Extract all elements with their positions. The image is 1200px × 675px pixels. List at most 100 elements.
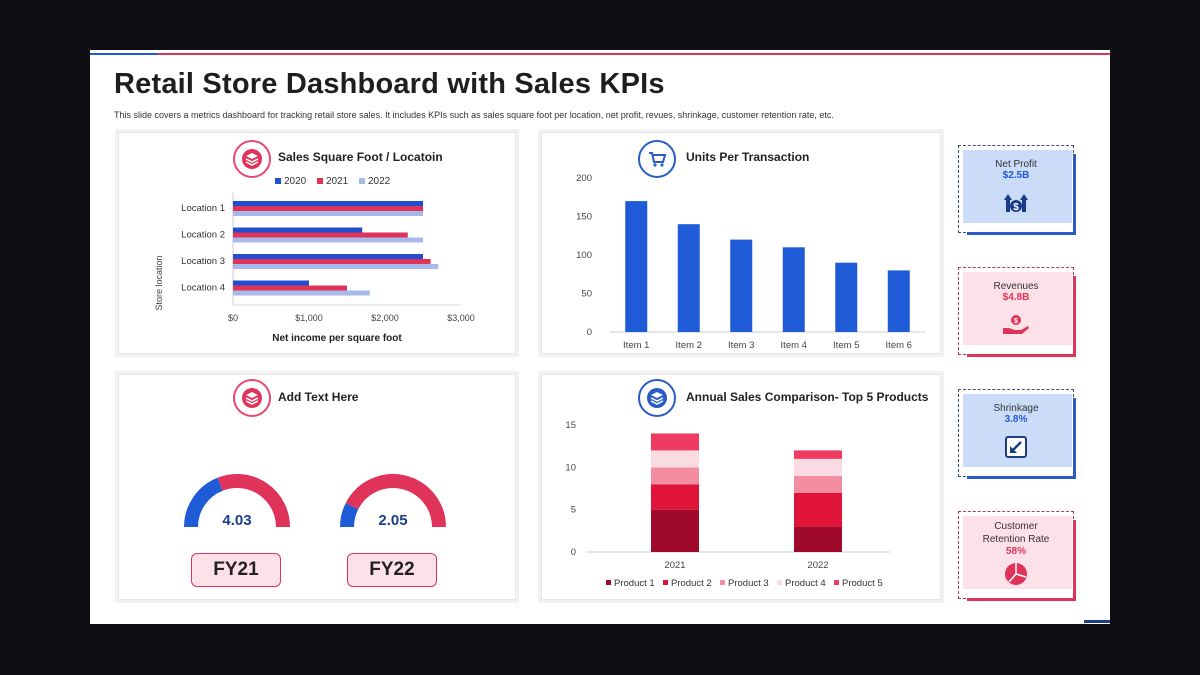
bar: [887, 270, 910, 332]
annual-panel: Annual Sales Comparison- Top 5 Products …: [541, 374, 941, 600]
kpi-label: Net Profit: [995, 159, 1037, 170]
bar: [233, 259, 431, 264]
units-panel: Units Per Transaction 0 50 100 150 200 Item 1…: [541, 132, 941, 354]
page-title: Retail Store Dashboard with Sales KPIs: [114, 68, 665, 100]
y-tick-label: 100: [576, 250, 592, 261]
gauge-value: 4.03: [222, 512, 251, 529]
legend-swatch: [663, 580, 668, 585]
stack-segment: [794, 458, 842, 476]
annual-title: Annual Sales Comparison- Top 5 Products: [686, 390, 929, 404]
kpi-shrinkage: Shrinkage 3.8%: [958, 389, 1076, 479]
stack-segment: [651, 484, 699, 510]
legend-label: 2022: [368, 176, 391, 187]
bar: [233, 290, 370, 296]
gauge-fy21: 4.03: [184, 474, 290, 529]
bar: [233, 280, 309, 286]
x-tick-label: 2022: [807, 560, 828, 571]
y-tick-label: 0: [571, 547, 576, 558]
legend-label: 2021: [326, 176, 349, 187]
cart-icon: [638, 140, 676, 178]
kpi-revenues: Revenues $4.8B $: [958, 267, 1076, 357]
units-title: Units Per Transaction: [686, 150, 810, 164]
layers-icon: [233, 140, 271, 178]
y-tick-label: 5: [571, 505, 576, 516]
bar: [730, 239, 753, 332]
legend-swatch: [317, 178, 323, 184]
legend-swatch: [834, 580, 839, 585]
kpi-value: 58%: [1005, 546, 1026, 557]
bar: [625, 201, 648, 332]
sales-sqft-title: Sales Square Foot / Locatoin: [278, 150, 443, 164]
x-tick-label: $0: [228, 313, 238, 323]
bar: [233, 254, 423, 259]
x-tick-label: $2,000: [371, 313, 399, 323]
units-chart: 0 50 100 150 200 Item 1 Item 2 Item 3 Item 4 Item…: [576, 173, 925, 351]
x-tick-label: Item 1: [623, 340, 649, 351]
bar: [782, 247, 805, 332]
kpi-label: Revenues: [993, 281, 1039, 292]
gauge-arc-blue: [340, 502, 359, 528]
dollar-growth-icon: $: [959, 190, 1073, 216]
gauge-arc-red: [217, 474, 290, 528]
x-tick-label: Item 5: [833, 340, 859, 351]
legend-swatch: [777, 580, 782, 585]
gauge-arc-red: [345, 474, 446, 528]
bar: [677, 224, 700, 332]
top-accent-blue: [90, 53, 158, 55]
category-label: Location 2: [181, 230, 225, 241]
kpi-label: Shrinkage: [993, 403, 1039, 414]
legend-swatch: [606, 580, 611, 585]
stack-segment: [794, 475, 842, 493]
legend-swatch: [275, 178, 281, 184]
kpi-value: $4.8B: [1002, 292, 1030, 303]
legend-label: Product 3: [728, 578, 769, 589]
legend-label: Product 2: [671, 578, 712, 589]
y-tick-label: 50: [581, 289, 592, 300]
category-label: Location 3: [181, 256, 225, 267]
x-tick-label: Item 6: [886, 340, 912, 351]
fy21-label: FY21: [191, 553, 281, 587]
x-tick-label: Item 3: [728, 340, 754, 351]
x-axis-label: Net income per square foot: [272, 333, 402, 344]
bar: [233, 264, 439, 269]
y-axis-label: Store location: [154, 255, 164, 310]
pie-icon: [959, 562, 1073, 586]
bar: [835, 262, 858, 332]
y-tick-label: 10: [565, 462, 576, 473]
legend-swatch: [720, 580, 725, 585]
x-tick-label: $1,000: [295, 313, 323, 323]
x-tick-label: $3,000: [447, 313, 475, 323]
y-tick-label: 200: [576, 173, 592, 184]
top-accent-red: [158, 53, 1110, 55]
kpi-customer-retention: Customer Retention Rate 58%: [958, 511, 1076, 601]
svg-text:$: $: [1014, 318, 1018, 325]
kpi-net-profit: Net Profit $2.5B $: [958, 145, 1076, 235]
stack-segment: [794, 526, 842, 552]
corner-accent: [1084, 620, 1110, 623]
x-tick-label: 2021: [664, 560, 685, 571]
legend-label: Product 4: [785, 578, 826, 589]
bar: [233, 237, 423, 243]
x-tick-label: Item 4: [781, 340, 807, 351]
bar: [233, 285, 347, 291]
category-label: Location 4: [181, 283, 225, 294]
add-text-title: Add Text Here: [278, 390, 359, 404]
sales-sqft-panel: Sales Square Foot / Locatoin 2020 2021 202…: [118, 132, 516, 354]
annual-chart: 0 5 10 15 2021 2022 Product 1 Product 2 Product …: [565, 420, 890, 589]
svg-text:$: $: [1013, 202, 1019, 213]
bar: [233, 206, 423, 211]
page-subtitle: This slide covers a metrics dashboard fo…: [114, 110, 834, 120]
layers-icon: [638, 379, 676, 417]
kpi-value: 3.8%: [1004, 414, 1028, 425]
category-label: Location 1: [181, 203, 225, 214]
kpi-value: $2.5B: [1002, 170, 1030, 181]
gauge-value: 2.05: [378, 512, 407, 529]
gauge-arc-blue: [184, 477, 223, 528]
layers-icon: [233, 379, 271, 417]
stack-segment: [651, 467, 699, 485]
arrow-down-left-icon: [959, 436, 1073, 458]
bar: [233, 211, 423, 216]
stack-segment: [794, 450, 842, 459]
gauge-fy22: 2.05: [340, 474, 446, 529]
legend-label: 2020: [284, 176, 307, 187]
